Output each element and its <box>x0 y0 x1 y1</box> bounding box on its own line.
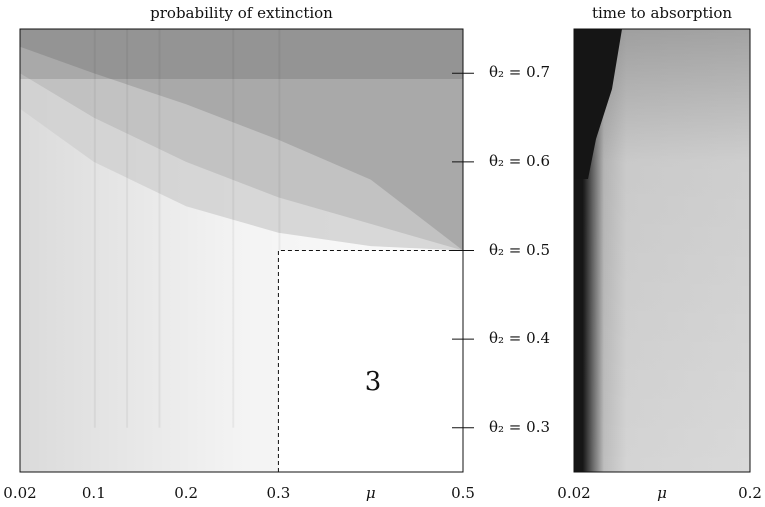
theta-axis <box>452 72 474 429</box>
extinction-x-tick-label: 0.1 <box>81 484 106 502</box>
vertical-band-2 <box>126 29 129 428</box>
probability-region-3 <box>20 29 463 251</box>
absorption-heatmap <box>573 28 751 473</box>
region-boundary <box>277 250 463 472</box>
extinction-x-tick-label: μ <box>365 484 376 502</box>
region-label: 3 <box>364 367 382 398</box>
theta-tick-label: θ₂ = 0.5 <box>489 240 551 259</box>
extinction-x-tick-label: 0.2 <box>174 484 199 502</box>
absorption-x-tick-label: 0.2 <box>738 484 762 502</box>
region-3 <box>278 250 463 472</box>
theta-tick-label: θ₂ = 0.6 <box>489 151 551 170</box>
absorption-dark-region <box>574 29 622 179</box>
vertical-band-3 <box>158 29 161 428</box>
vertical-band-1 <box>93 29 96 428</box>
extinction-x-tick-label: 0.5 <box>451 484 475 502</box>
absorption-x-tick-label: 0.02 <box>557 484 591 502</box>
absorption-frame <box>573 28 751 473</box>
extinction-title: probability of extinction <box>150 4 333 22</box>
extinction-heatmap <box>19 28 464 473</box>
absorption-shading <box>584 29 750 472</box>
top-band <box>20 29 463 79</box>
theta-tick-label: θ₂ = 0.4 <box>489 329 551 348</box>
absorption-title: time to absorption <box>591 4 733 22</box>
vertical-band-4 <box>232 29 235 428</box>
vertical-band-5 <box>278 29 281 428</box>
extinction-x-tick-label: 0.3 <box>266 484 291 502</box>
absorption-x-tick-label: μ <box>657 484 667 502</box>
theta-tick-label: θ₂ = 0.3 <box>489 417 551 436</box>
theta-tick-label: θ₂ = 0.7 <box>489 63 551 82</box>
extinction-x-tick-label: 0.02 <box>3 484 37 502</box>
